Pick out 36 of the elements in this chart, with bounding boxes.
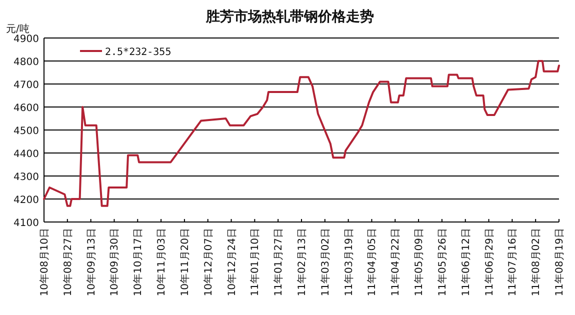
y-tick-label: 4500 [14,126,39,137]
x-tick-label: 11年06月12日 [460,228,472,296]
x-tick-label: 11年04月05日 [366,228,378,296]
x-tick-label: 11年01月27日 [272,228,285,296]
line-series [43,60,560,207]
x-tick-label: 11年08月19日 [554,228,566,296]
x-tick-label: 10年08月27日 [62,228,74,296]
x-tick-label: 11年03月19日 [342,228,355,296]
x-tick-label: 10年11月20日 [178,228,191,296]
y-tick-label: 4100 [14,218,39,229]
x-tick-label: 10年11月03日 [156,228,168,296]
x-tick-label: 11年01月10日 [249,228,262,296]
x-tick-label: 10年10月17日 [132,228,144,296]
y-tick-label: 4700 [14,80,39,91]
x-tick-label: 11年05月09日 [413,228,426,296]
x-tick-label: 11年07月16日 [506,228,519,296]
x-tick-label: 11年02月13日 [296,228,308,296]
chart-title: 胜芳市场热轧带钢价格走势 [205,8,374,25]
x-tick-label: 11年06月29日 [483,228,496,296]
y-tick-label: 4800 [14,57,39,68]
x-tick-label: 11年03月02日 [319,228,332,296]
x-tick-label: 11年05月26日 [436,228,448,296]
x-tick-label: 11年04月22日 [390,228,402,296]
x-tick-label: 11年08月02日 [530,228,542,296]
y-tick-label: 4600 [14,103,39,114]
y-tick-label: 4300 [14,172,39,183]
y-tick-label: 4900 [14,34,39,45]
x-tick-label: 10年12月24日 [226,228,238,296]
y-tick-label: 4400 [14,149,39,160]
x-tick-label: 10年09月13日 [85,228,98,296]
y-axis-title: 元/吨 [6,23,30,35]
y-tick-label: 4200 [14,195,39,206]
legend-label: 2.5*232-355 [105,47,172,58]
x-tick-label: 10年12月07日 [202,228,214,296]
x-tick-label: 10年09月30日 [108,228,121,296]
x-tick-label: 10年08月10日 [38,228,50,296]
